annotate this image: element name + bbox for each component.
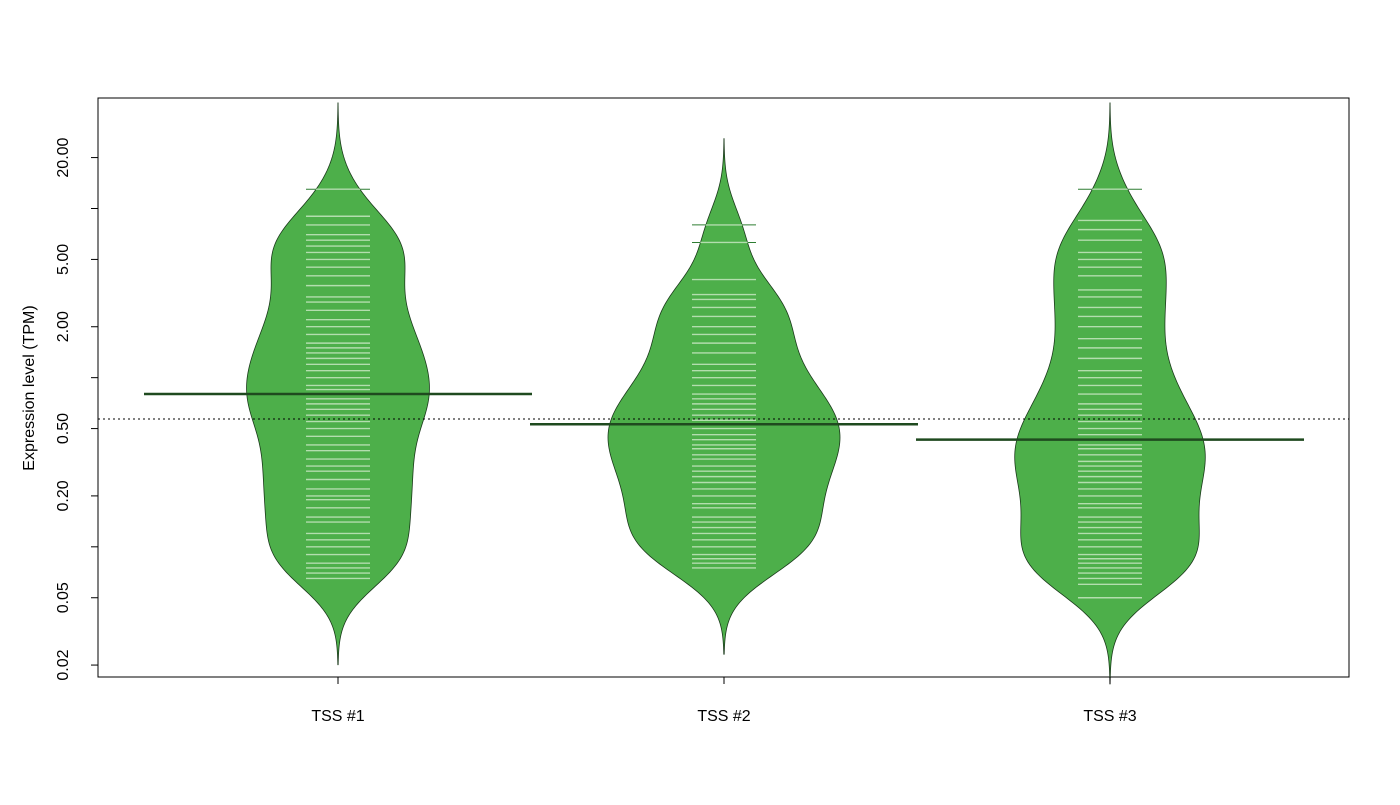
y-tick-label: 5.00 xyxy=(55,244,72,275)
violin xyxy=(246,102,430,666)
y-tick-label: 0.20 xyxy=(55,480,72,511)
x-tick-label: TSS #3 xyxy=(1083,708,1136,725)
y-tick-label: 0.50 xyxy=(55,413,72,444)
y-tick-label: 0.02 xyxy=(55,649,72,680)
x-tick-label: TSS #2 xyxy=(697,708,750,725)
violin xyxy=(607,138,841,655)
x-tick-label: TSS #1 xyxy=(311,708,364,725)
y-tick-label: 20.00 xyxy=(55,137,72,177)
y-tick-label: 2.00 xyxy=(55,311,72,342)
y-axis-label: Expression level (TPM) xyxy=(21,305,38,470)
y-tick-label: 0.05 xyxy=(55,582,72,613)
